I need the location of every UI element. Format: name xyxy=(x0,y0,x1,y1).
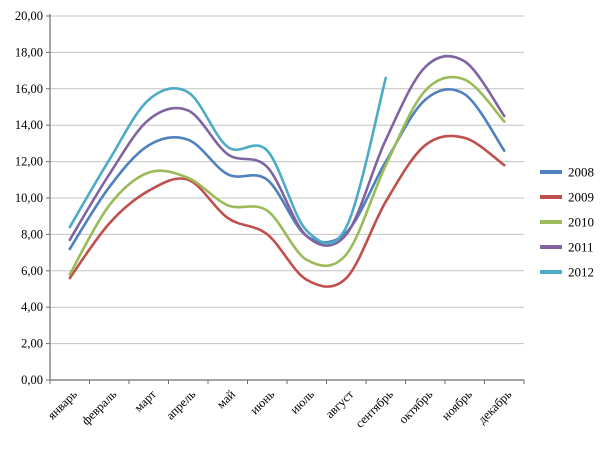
series-line-2009 xyxy=(68,134,506,288)
y-tick-label: 12,00 xyxy=(15,155,43,169)
legend-label-2012: 2012 xyxy=(568,265,594,280)
y-tick-label: 18,00 xyxy=(15,45,43,59)
x-tick-label: май xyxy=(214,387,238,411)
series-line-2012 xyxy=(68,76,388,245)
y-tick-label: 14,00 xyxy=(15,118,43,132)
legend-label-2009: 2009 xyxy=(568,190,594,205)
y-tick-label: 8,00 xyxy=(21,227,43,241)
x-tick-label: декабрь xyxy=(475,387,515,427)
y-tick-label: 0,00 xyxy=(21,373,43,387)
y-tick-label: 10,00 xyxy=(15,191,43,205)
series-line-2008 xyxy=(68,88,506,251)
x-tick-label: сентябрь xyxy=(353,387,397,431)
legend-label-2010: 2010 xyxy=(568,215,594,230)
x-tick-label: март xyxy=(131,387,159,415)
x-tick-label: август xyxy=(323,387,357,421)
x-tick-label: ноябрь xyxy=(439,387,475,423)
y-tick-label: 4,00 xyxy=(21,300,43,314)
series-line-2011 xyxy=(68,54,506,247)
series-line-2010 xyxy=(68,75,506,276)
y-tick-label: 6,00 xyxy=(21,264,43,278)
x-tick-label: январь xyxy=(45,387,80,422)
x-tick-label: октябрь xyxy=(396,387,435,426)
x-tick-label: февраль xyxy=(79,387,120,428)
legend-label-2008: 2008 xyxy=(568,165,594,180)
x-tick-label: июнь xyxy=(247,387,277,417)
y-tick-label: 20,00 xyxy=(15,9,43,23)
y-tick-label: 16,00 xyxy=(15,82,43,96)
legend-label-2011: 2011 xyxy=(568,240,594,255)
x-tick-label: апрель xyxy=(163,387,198,422)
y-tick-label: 2,00 xyxy=(21,337,43,351)
x-tick-label: июль xyxy=(287,387,317,417)
